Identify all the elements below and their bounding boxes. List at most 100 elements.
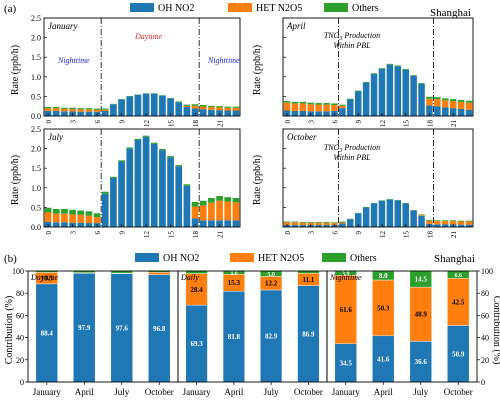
bar-others-h20	[442, 98, 448, 100]
panel-a-location: Shanghai	[430, 7, 471, 19]
bar-oh-no2-h10	[363, 83, 369, 116]
bar-others-h13	[151, 143, 158, 144]
x-tick-label: 12	[143, 231, 151, 239]
x-tick-label: 3	[308, 231, 316, 235]
x-tick-label: 21	[217, 120, 225, 128]
data-label: 97.9	[78, 324, 91, 332]
bar-others-h23	[466, 101, 472, 103]
data-label: 6.6	[455, 273, 463, 279]
bar-others-h16	[410, 75, 416, 76]
data-label: 97.6	[116, 324, 129, 332]
x-tick-label: 21	[450, 231, 458, 239]
bar-het-n2o5-h0	[45, 212, 52, 221]
bar-others-h17	[418, 214, 424, 215]
data-label: 50.3	[377, 304, 390, 312]
annot-nighttime-jan-left: Nighttime	[57, 56, 90, 65]
bar-oh-no2-h7	[339, 108, 345, 116]
legend-b-label-het-n2o5: HET N2O5	[258, 253, 304, 264]
bar-het-n2o5-h1	[292, 103, 298, 110]
bar-oh-no2-h23	[233, 111, 240, 116]
bar-others-h22	[458, 221, 464, 222]
annot-daytime-jan: Daytime	[134, 32, 163, 41]
bar-oh-no2-h11	[371, 74, 377, 116]
bar-oh-no2-h1	[53, 222, 60, 227]
bar-others-h10	[126, 147, 133, 148]
bar-oh-no2-h10	[126, 96, 133, 116]
panel-b-label: (b)	[4, 253, 17, 265]
x-tick-label: 15	[403, 120, 411, 128]
bar-others-h8	[347, 99, 353, 100]
bar-oh-no2-h9	[355, 91, 361, 116]
bar-het-n2o5-h0	[45, 108, 52, 111]
data-label: 86.9	[302, 330, 315, 338]
bar-oh-no2-h15	[402, 203, 408, 227]
x-tick-label: 18	[426, 231, 434, 239]
y-tick-label: 60	[16, 311, 24, 320]
panel-title-october: October	[287, 132, 317, 142]
bar-oh-no2-h12	[143, 94, 150, 116]
data-label: 69.3	[191, 340, 204, 348]
bar-others-h1	[53, 209, 60, 214]
y-tick-label: 80	[481, 289, 489, 298]
bar-others-h6	[94, 109, 101, 110]
bar-het-n2o5-h20	[208, 203, 215, 221]
bar-het-n2o5-h1	[292, 222, 298, 225]
bar-oh-no2-h23	[233, 220, 240, 227]
panel-title-nighttime: Nighttime	[329, 273, 362, 282]
bar-others-h16	[175, 101, 182, 102]
x-tick-label: 6	[94, 231, 102, 235]
y-tick-label: 40	[16, 334, 24, 343]
bar-oh-no2-h17	[184, 107, 191, 116]
bar-het-n2o5-h5	[86, 216, 93, 223]
bar-het-n2o5-h3	[69, 214, 76, 222]
bar-het-n2o5-h2	[61, 214, 68, 223]
bar-het-n2o5-h20	[208, 107, 215, 110]
bar-oh-no2-h17	[184, 186, 191, 227]
x-tick-label-april: April	[224, 387, 243, 397]
panel-a-label: (a)	[4, 3, 17, 15]
data-label: 14.5	[415, 276, 428, 284]
bar-het-n2o5-h2	[300, 223, 306, 225]
x-tick-label: 0	[45, 120, 53, 124]
bar-others-h5	[86, 211, 93, 215]
x-tick-label: 12	[379, 231, 387, 239]
bar-oh-no2-h8	[110, 104, 117, 116]
bar-oh-no2-h19	[434, 106, 440, 116]
bar-oh-no2-h20	[442, 107, 448, 116]
contrib-panel-daytime: 88.410.3January97.9April97.6July96.8Octo…	[12, 267, 178, 397]
bar-het-n2o5-h2	[61, 109, 68, 111]
x-tick-label-january: January	[183, 387, 211, 397]
legend-b-label-others: Others	[350, 253, 377, 264]
bar-others-h1	[292, 102, 298, 104]
bar-oh-no2-h8	[347, 100, 353, 116]
bar-het-n2o5-h17	[418, 215, 424, 216]
y-tick-label: 1.0	[31, 184, 41, 193]
bar-others-h7	[339, 105, 345, 106]
bar-het-n2o5-h6	[94, 217, 101, 223]
data-label: 81.8	[228, 333, 241, 341]
bar-others-h5	[323, 103, 329, 105]
bar-others-h10	[363, 82, 369, 83]
bar-others-h18	[426, 97, 432, 99]
bar-oh-no2-h4	[77, 223, 84, 227]
bar-oh-no2-h15	[402, 70, 408, 116]
bar-oh-no2-h17	[418, 216, 424, 227]
y-tick-label: 0	[481, 378, 485, 387]
x-tick-label: 12	[379, 120, 387, 128]
y-tick-label: 100	[12, 267, 24, 276]
bar-oh-no2-h19	[200, 220, 207, 227]
bar-others-h2	[300, 222, 306, 223]
x-tick-label: 18	[192, 231, 200, 239]
bar-oh-no2-h9	[118, 162, 125, 227]
bar-oh-no2-h22	[458, 109, 464, 116]
y-tick-label: 2.0	[31, 34, 41, 43]
x-tick-label: 18	[426, 120, 434, 128]
bar-oh-no2-h5	[86, 112, 93, 116]
bar-others-h14	[395, 65, 401, 66]
y-tick-label: 0.5	[31, 92, 41, 101]
data-label: 82.9	[265, 332, 278, 340]
bar-others-h0	[284, 101, 290, 103]
